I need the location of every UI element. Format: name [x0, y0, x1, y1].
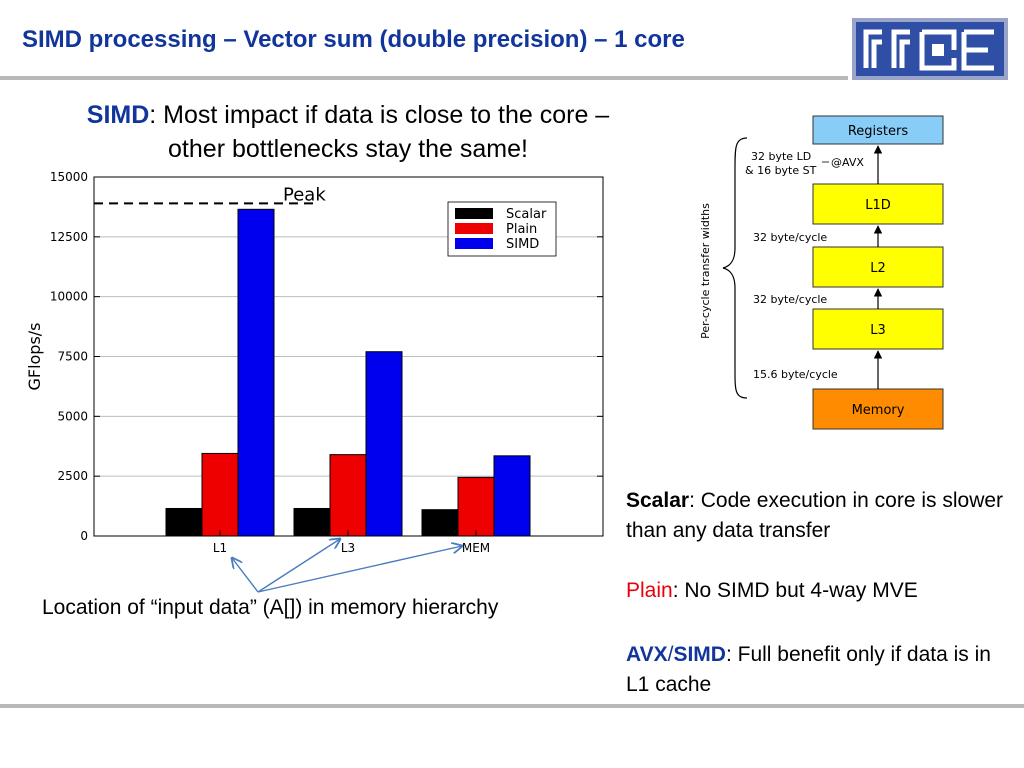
plot-frame: [93, 176, 604, 537]
memory-hierarchy-diagram: Per-cycle transfer widths Registers L1D L2…: [699, 115, 944, 430]
peak-label: Peak: [283, 184, 326, 205]
location-arrow: [257, 539, 340, 593]
bar-plain-mem: [457, 476, 495, 537]
registers-box: [812, 115, 944, 145]
bar-scalar-l1: [165, 507, 203, 537]
l2-label: L2: [870, 261, 886, 276]
bar-plain-l1: [201, 452, 239, 537]
bottom-rule: [0, 704, 1024, 708]
avx-explanation: AVX/SIMD: Full benefit only if data is i…: [626, 640, 1016, 700]
y-tick-label: 0: [80, 529, 88, 543]
l1-link-line2: & 16 byte ST: [745, 164, 817, 177]
avx-separator: /: [667, 643, 674, 666]
legend-label-simd: SIMD: [506, 237, 539, 252]
location-arrow: [257, 546, 462, 593]
l1d-box: [812, 183, 944, 225]
l1-link-line1: 32 byte LD: [751, 150, 811, 163]
l2-box: [812, 246, 944, 288]
bar-simd-l1: [237, 208, 275, 537]
registers-label: Registers: [848, 124, 909, 139]
legend-label-plain: Plain: [506, 222, 537, 237]
gflops-bar-chart: 0 2500 5000 7500 10000 12500 15000 L1 L3 MEM GFlop…: [25, 170, 604, 593]
y-tick-label: 15000: [50, 170, 88, 184]
title-rule: [0, 76, 848, 80]
location-label: Location of “input data” (A[]) in memory…: [42, 596, 499, 619]
scalar-explanation: Scalar: Code execution in core is slower…: [626, 486, 1016, 546]
y-axis-label: GFlops/s: [25, 322, 44, 390]
y-tick-label: 2500: [57, 469, 88, 483]
headline: SIMD: Most impact if data is close to th…: [28, 98, 668, 166]
legend-label-scalar: Scalar: [506, 207, 547, 222]
bar-scalar-l3: [293, 507, 331, 537]
bar-scalar-mem: [421, 509, 459, 537]
location-arrow: [232, 558, 259, 593]
scalar-text: : Code execution in core is slower than …: [626, 489, 1004, 542]
legend-swatch-scalar: [455, 208, 493, 219]
memory-box: [812, 388, 944, 430]
y-tick-label: 7500: [57, 350, 88, 364]
l1d-label: L1D: [865, 198, 891, 213]
l3-box: [812, 308, 944, 350]
plain-keyword: Plain: [626, 579, 673, 602]
l3-link-label: 32 byte/cycle: [753, 293, 827, 306]
avx-keyword: AVX: [626, 643, 668, 666]
plain-explanation: Plain: No SIMD but 4-way MVE: [626, 576, 1016, 606]
headline-line2: other bottlenecks stay the same!: [168, 135, 528, 163]
headline-keyword: SIMD: [86, 101, 150, 129]
rrze-logo: [852, 18, 1008, 80]
memory-link-label: 15.6 byte/cycle: [753, 368, 838, 381]
y-tick-label: 12500: [50, 230, 88, 244]
slide-title: SIMD processing – Vector sum (double pre…: [22, 26, 685, 53]
headline-line1: : Most impact if data is close to the co…: [149, 101, 610, 129]
scalar-keyword: Scalar: [626, 489, 690, 512]
legend-swatch-plain: [455, 223, 493, 234]
bar-simd-mem: [493, 455, 531, 537]
avx-note: @AVX: [831, 156, 864, 169]
plain-text: : No SIMD but 4-way MVE: [672, 579, 918, 602]
hierarchy-brace: [722, 137, 748, 399]
l2-link-label: 32 byte/cycle: [753, 231, 827, 244]
bar-plain-l3: [329, 454, 367, 537]
l3-label: L3: [870, 323, 886, 338]
x-tick-label: MEM: [462, 541, 490, 555]
memory-label: Memory: [852, 403, 905, 418]
x-tick-label: L3: [341, 541, 355, 555]
bar-simd-l3: [365, 351, 403, 537]
x-tick-label: L1: [213, 541, 227, 555]
y-tick-label: 5000: [57, 409, 88, 423]
hierarchy-axis-label: Per-cycle transfer widths: [699, 203, 712, 339]
avx-text: : Full benefit only if data is in L1 cac…: [626, 643, 991, 696]
y-tick-label: 10000: [50, 290, 88, 304]
simd-keyword: SIMD: [673, 643, 726, 666]
legend-swatch-simd: [455, 238, 493, 249]
